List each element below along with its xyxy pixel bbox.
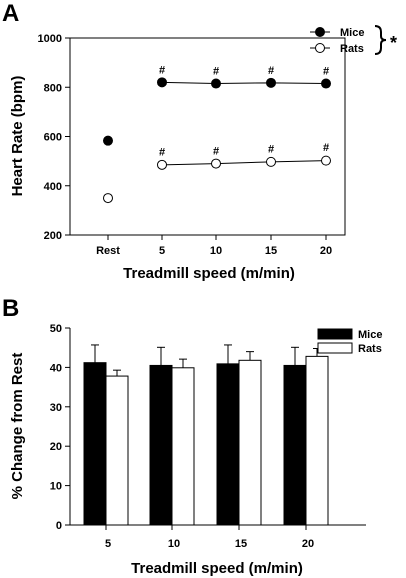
- panel-a-significance-marker: #: [323, 142, 329, 154]
- panel-b-bar-rats: [105, 375, 129, 526]
- panel-b-label: B: [2, 295, 19, 322]
- panel-a-point-rats: [157, 159, 167, 170]
- panel-b-y-tick-label: 20: [50, 441, 62, 453]
- legend-rats-marker: [315, 43, 325, 53]
- legend-mice-label: Mice: [340, 27, 364, 39]
- panel-b-y-tick-label: 0: [56, 520, 62, 532]
- panel-a-point-mice: [211, 78, 221, 89]
- panel-b-bar-mice: [216, 363, 240, 526]
- panel-b-bar-rats: [238, 359, 262, 526]
- panel-a-significance-marker: #: [159, 64, 165, 76]
- panel-a-x-tick-label: Rest: [96, 245, 120, 257]
- panel-a-legend: Mice Rats *: [310, 25, 397, 55]
- panel-a-x-tick-label: 10: [210, 245, 222, 257]
- panel-a-x-axis-title: Treadmill speed (m/min): [123, 265, 295, 282]
- panel-a-significance-marker: #: [213, 66, 219, 78]
- group-significance-star: *: [390, 33, 397, 53]
- panel-a-y-tick-label: 600: [44, 132, 62, 144]
- panel-a-point-rats: [211, 158, 221, 169]
- panel-b-y-tick-label: 30: [50, 402, 62, 414]
- panel-b-x-tick-label: 5: [105, 538, 111, 550]
- panel-a-y-axis-title: Heart Rate (bpm): [9, 76, 26, 197]
- panel-a-point-rats: [266, 156, 276, 167]
- panel-b-x-tick-label: 15: [235, 538, 247, 550]
- panel-a-point-mice: [266, 77, 276, 88]
- panel-a-significance-marker: #: [268, 144, 274, 156]
- panel-b-y-tick-label: 10: [50, 481, 62, 493]
- panel-b-x-axis-title: Treadmill speed (m/min): [131, 560, 303, 577]
- panel-b-legend: Mice Rats: [317, 328, 382, 355]
- panel-a-y-tick-label: 200: [44, 230, 62, 242]
- panel-b-bar-rats: [171, 367, 195, 526]
- legend-rats-label: Rats: [340, 43, 364, 55]
- panel-a-significance-marker: #: [213, 145, 219, 157]
- panel-a-point-mice: [157, 77, 167, 88]
- legend-rats-label-b: Rats: [358, 343, 382, 355]
- panel-a-significance-marker: #: [323, 66, 329, 78]
- panel-b-y-axis-title: % Change from Rest: [9, 353, 26, 500]
- legend-rats-swatch: [317, 342, 353, 354]
- panel-b-x-tick-label: 10: [168, 538, 180, 550]
- panel-a-point-mice: [103, 135, 113, 146]
- panel-a-series-line-mice: [161, 81, 327, 85]
- panel-a-y-tick-label: 800: [44, 82, 62, 94]
- panel-b: B % Change from Rest Treadmill speed (m/…: [2, 295, 382, 577]
- panel-a-significance-marker: #: [159, 147, 165, 159]
- legend-brace: [374, 25, 387, 55]
- panel-a-y-tick-label: 400: [44, 181, 62, 193]
- panel-b-bar-mice: [149, 364, 173, 526]
- panel-a-label: A: [2, 0, 19, 27]
- panel-a-point-rats: [103, 193, 113, 204]
- panel-a: A Heart Rate (bpm) Treadmill speed (m/mi…: [2, 0, 397, 282]
- legend-mice-swatch: [317, 328, 353, 340]
- panel-a-x-tick-label: 20: [320, 245, 332, 257]
- panel-a-point-mice: [321, 78, 331, 89]
- panel-a-plot-frame: [69, 37, 346, 236]
- legend-mice-label-b: Mice: [358, 329, 382, 341]
- panel-a-x-tick-label: 15: [265, 245, 277, 257]
- panel-a-significance-marker: #: [268, 65, 274, 77]
- panel-a-x-tick-label: 5: [159, 245, 165, 257]
- panel-a-point-rats: [321, 155, 331, 166]
- panel-b-y-tick-label: 40: [50, 362, 62, 374]
- panel-a-y-tick-label: 1000: [38, 33, 62, 45]
- panel-b-bar-mice: [83, 362, 107, 526]
- legend-mice-marker: [315, 27, 325, 37]
- panel-b-bar-mice: [283, 364, 307, 526]
- panel-b-x-tick-label: 20: [302, 538, 314, 550]
- panel-a-series-line-rats: [161, 160, 327, 166]
- panel-b-bar-rats: [305, 355, 329, 526]
- panel-b-y-tick-label: 50: [50, 323, 62, 335]
